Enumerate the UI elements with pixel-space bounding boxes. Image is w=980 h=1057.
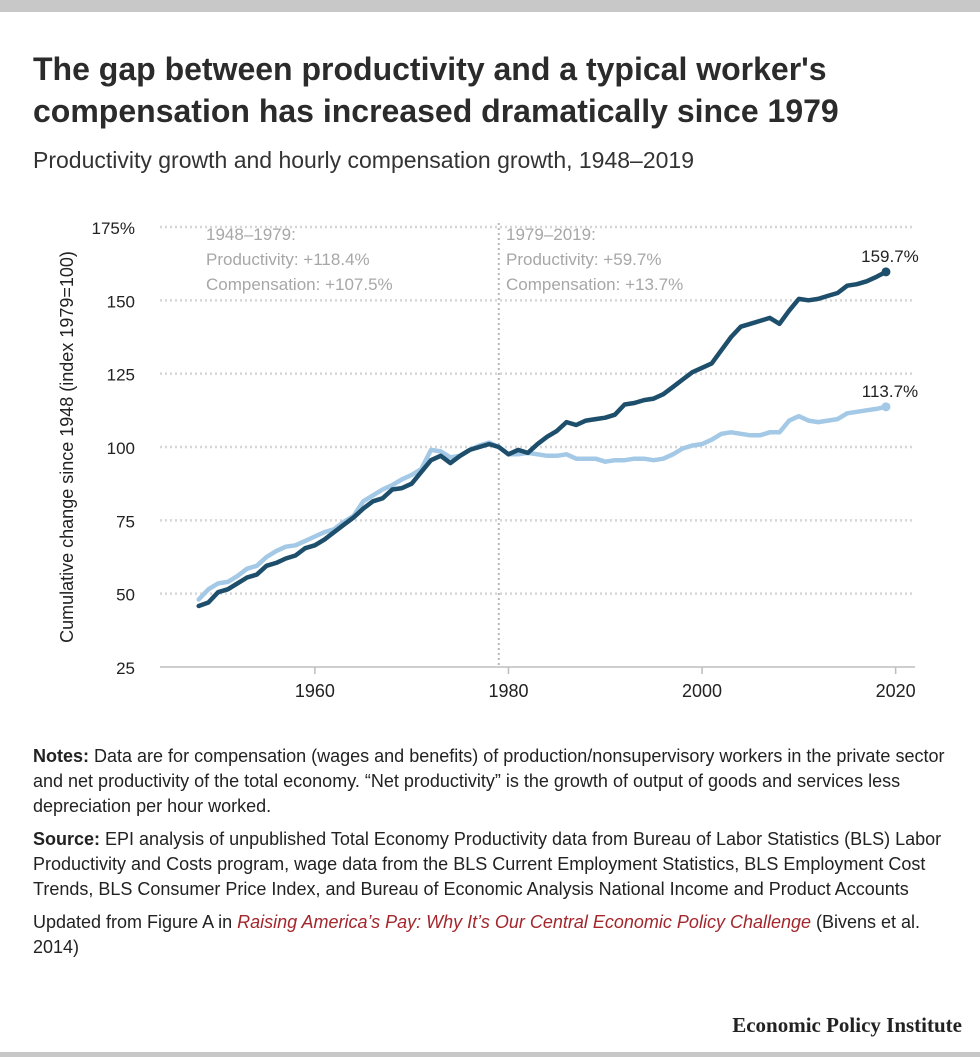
productivity-end-point (881, 267, 891, 277)
notes-label: Notes: (33, 746, 90, 766)
y-tick-label: 25 (116, 659, 135, 678)
period-annotation-line: 1979–2019: (506, 225, 596, 244)
y-tick-label: 100 (107, 439, 135, 458)
productivity-end-label: 159.7% (861, 247, 919, 266)
y-tick-label: 125 (107, 366, 135, 385)
x-tick-label: 1960 (295, 681, 335, 701)
period-annotation-line: 1948–1979: (206, 225, 296, 244)
source-paragraph: Source: EPI analysis of unpublished Tota… (33, 827, 948, 902)
y-tick-label: 50 (116, 586, 135, 605)
updated-suffix: (Bivens et al. 2014) (33, 912, 921, 957)
period-annotation-line: Compensation: +13.7% (506, 275, 683, 294)
source-label: Source: (33, 829, 101, 849)
epi-logo-text: Economic Policy Institute (732, 1013, 962, 1037)
chart-subtitle: Productivity growth and hourly compensat… (33, 147, 695, 173)
productivity-line (196, 269, 889, 609)
y-axis-label: Cumulative change since 1948 (index 1979… (57, 251, 77, 643)
bottom-border (0, 1052, 980, 1057)
y-tick-label: 175% (92, 219, 135, 238)
period-annotation-line: Productivity: +118.4% (206, 250, 370, 269)
chart-title: The gap between productivity and a typic… (33, 51, 839, 129)
y-tick-label: 150 (107, 292, 135, 311)
notes-paragraph: Notes: Data are for compensation (wages … (33, 744, 948, 819)
line-chart: 25 50 75 100 125 150 175% 1960 1980 2000 2020 Cumul… (57, 219, 919, 701)
period-annotation-line: Compensation: +107.5% (206, 275, 393, 294)
compensation-end-label: 113.7% (862, 382, 918, 401)
notes-text: Data are for compensation (wages and ben… (33, 746, 945, 816)
source-text: EPI analysis of unpublished Total Econom… (33, 829, 942, 899)
x-tick-label: 2020 (876, 681, 916, 701)
x-tick-label: 2000 (682, 681, 722, 701)
x-tick-label: 1980 (488, 681, 528, 701)
y-tick-label: 75 (116, 512, 135, 531)
top-border (0, 0, 980, 12)
compensation-end-point (881, 402, 891, 412)
updated-prefix: Updated from Figure A in (33, 912, 238, 932)
notes-section: Notes: Data are for compensation (wages … (33, 744, 948, 968)
report-link[interactable]: Raising America’s Pay: Why It’s Our Cent… (237, 912, 811, 932)
updated-paragraph: Updated from Figure A in Raising America… (33, 910, 948, 960)
period-annotation-line: Productivity: +59.7% (506, 250, 661, 269)
compensation-line (196, 404, 889, 602)
